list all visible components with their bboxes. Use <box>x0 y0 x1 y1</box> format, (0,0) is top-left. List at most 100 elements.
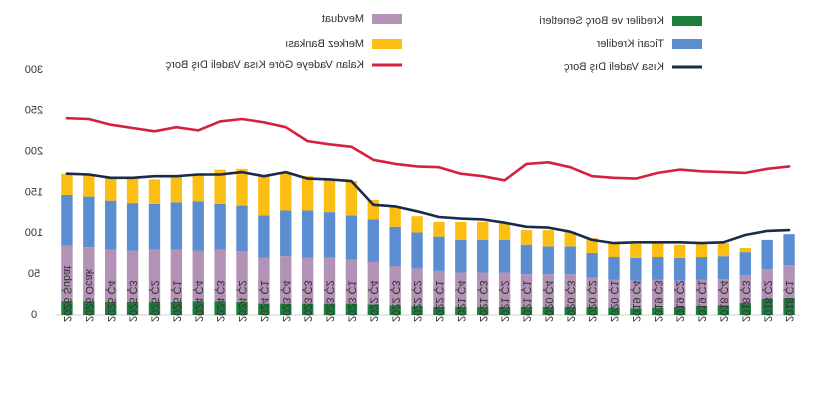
bar-segment <box>61 194 73 246</box>
bar-segment <box>411 216 423 233</box>
bar-segment <box>498 306 511 315</box>
x-tick-label: 2020 Ç3 <box>564 280 576 322</box>
bar-segment <box>301 303 314 315</box>
bar-segment <box>433 306 445 315</box>
x-tick-label: 2023 Ç3 <box>302 280 314 322</box>
x-tick-label: 2020 Ç2 <box>586 280 598 322</box>
y-tick-label: 0 <box>31 309 37 321</box>
bar-segment <box>280 210 292 257</box>
bar-segment <box>695 243 708 258</box>
bar-segment <box>608 257 620 280</box>
bar-segment <box>258 176 270 216</box>
bar-segment <box>258 257 270 304</box>
bar-segment <box>170 301 183 315</box>
bar-segment <box>367 261 379 305</box>
x-tick-label: 2023 Ç1 <box>346 280 358 322</box>
bar-segment <box>367 199 379 220</box>
x-tick-label: 2023 Ç2 <box>324 280 336 322</box>
x-tick-label: 2021 Ç1 <box>521 280 533 322</box>
x-tick-label: 2020 Ç4 <box>542 280 554 322</box>
bar-segment <box>673 244 686 258</box>
bar-segment <box>608 243 620 258</box>
bar-segment <box>236 205 248 252</box>
bar-segment <box>389 226 401 266</box>
bar-segment <box>652 243 664 258</box>
x-tick-label: 2022 Ç3 <box>389 280 401 322</box>
bar-segment <box>717 279 730 306</box>
bar-segment <box>411 306 423 315</box>
bar-segment <box>455 239 467 273</box>
bar-segment <box>542 230 555 247</box>
y-tick-label: 200 <box>25 146 43 158</box>
series-line <box>65 170 791 245</box>
bar-segment <box>673 306 686 315</box>
legend-label: Kısa Vadeli Dış Borç <box>563 61 664 73</box>
bar-segment <box>586 238 598 253</box>
x-tick-label: 2021 Ç3 <box>477 280 489 322</box>
x-tick-label: 2018 Ç4 <box>718 280 730 322</box>
bar-segment <box>455 306 467 315</box>
bar-segment <box>652 307 664 315</box>
bar-segment <box>126 250 139 302</box>
bar-segment <box>695 279 708 307</box>
bar-segment <box>323 179 336 213</box>
bar-segment <box>148 249 161 302</box>
bar-segment <box>83 196 95 248</box>
bar-segment <box>477 221 489 240</box>
bar-segment <box>630 308 642 315</box>
bar-segment <box>148 203 161 250</box>
bar-segment <box>280 256 292 304</box>
x-tick-label: 2025 Ç2 <box>149 280 161 322</box>
y-tick-label: 100 <box>25 227 43 239</box>
bar-segment <box>739 252 751 275</box>
x-tick-label: 2023 Ç4 <box>280 280 292 322</box>
bar-segment <box>105 177 117 201</box>
bar-segment <box>258 215 270 258</box>
bar-segment <box>301 257 314 304</box>
bar-segment <box>783 234 795 266</box>
bar-segment <box>739 302 751 315</box>
bar-segment <box>83 301 95 315</box>
bar-segment <box>411 268 423 307</box>
legend-label: Krediler ve Borç Senetleri <box>539 15 664 27</box>
bar-segment <box>258 303 270 315</box>
bar-segment <box>126 301 139 315</box>
legend-label: Kalan Vadeye Göre Kısa Vadeli Dış Borç <box>165 59 364 71</box>
bar-segment <box>564 246 576 275</box>
x-tick-label: 2021 Ç2 <box>499 280 511 322</box>
bar-segment <box>695 257 708 280</box>
bar-segment <box>170 202 183 250</box>
y-tick-label: 300 <box>25 64 43 76</box>
bar-segment <box>323 303 336 315</box>
bar-segment <box>367 304 379 315</box>
bar-segment <box>630 257 642 281</box>
x-tick-label: 2019 Ç1 <box>696 280 708 322</box>
bar-segment <box>477 306 489 315</box>
bar-segment <box>673 280 686 307</box>
x-tick-label: 2020 Ç1 <box>608 280 620 322</box>
bar-segment <box>61 301 73 315</box>
bar-segment <box>61 173 73 195</box>
bar-segment <box>761 269 773 299</box>
bar-segment <box>455 272 467 307</box>
bar-segment <box>608 279 620 308</box>
bar-segment <box>345 303 358 315</box>
x-tick-label: 2018 Ç2 <box>761 280 773 322</box>
bar-segment <box>695 306 708 315</box>
bar-segment <box>280 303 292 315</box>
bar-segment <box>520 244 533 275</box>
bar-segment <box>345 181 358 216</box>
bar-segment <box>433 270 445 307</box>
bar-segment <box>564 306 576 315</box>
bar-segment <box>148 301 161 315</box>
legend-swatch <box>672 39 702 49</box>
bar-segment <box>761 298 773 315</box>
bar-segment <box>83 174 95 197</box>
x-tick-label: 2025 Ç4 <box>105 280 117 322</box>
bar-segment <box>586 306 598 315</box>
x-tick-label: 2026 Ocak <box>83 268 95 322</box>
bar-segment <box>236 168 248 206</box>
bar-segment <box>411 232 423 269</box>
bar-segment <box>192 250 204 302</box>
